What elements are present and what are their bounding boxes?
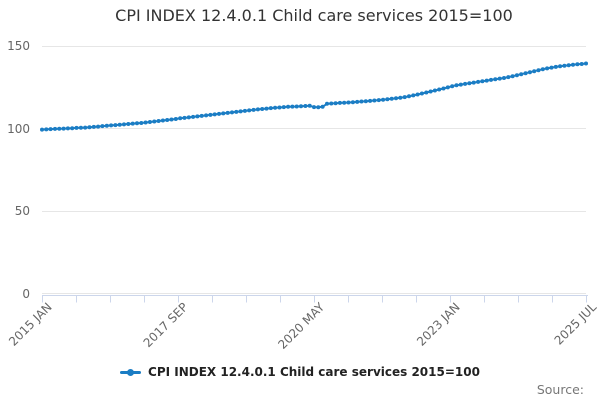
- chart-title: CPI INDEX 12.4.0.1 Child care services 2…: [115, 6, 513, 25]
- y-axis-tick-label: 100: [7, 122, 30, 136]
- y-axis-tick-label: 150: [7, 39, 30, 53]
- legend-label: CPI INDEX 12.4.0.1 Child care services 2…: [148, 365, 480, 379]
- legend-item[interactable]: CPI INDEX 12.4.0.1 Child care services 2…: [120, 365, 480, 379]
- legend: CPI INDEX 12.4.0.1 Child care services 2…: [0, 363, 600, 381]
- line-series-marker-icon: [120, 368, 142, 377]
- source-label: Source:: [536, 382, 584, 397]
- y-axis-tick-label: 50: [14, 204, 30, 218]
- plot-area: [40, 46, 588, 303]
- y-axis-tick-label: 0: [22, 287, 30, 301]
